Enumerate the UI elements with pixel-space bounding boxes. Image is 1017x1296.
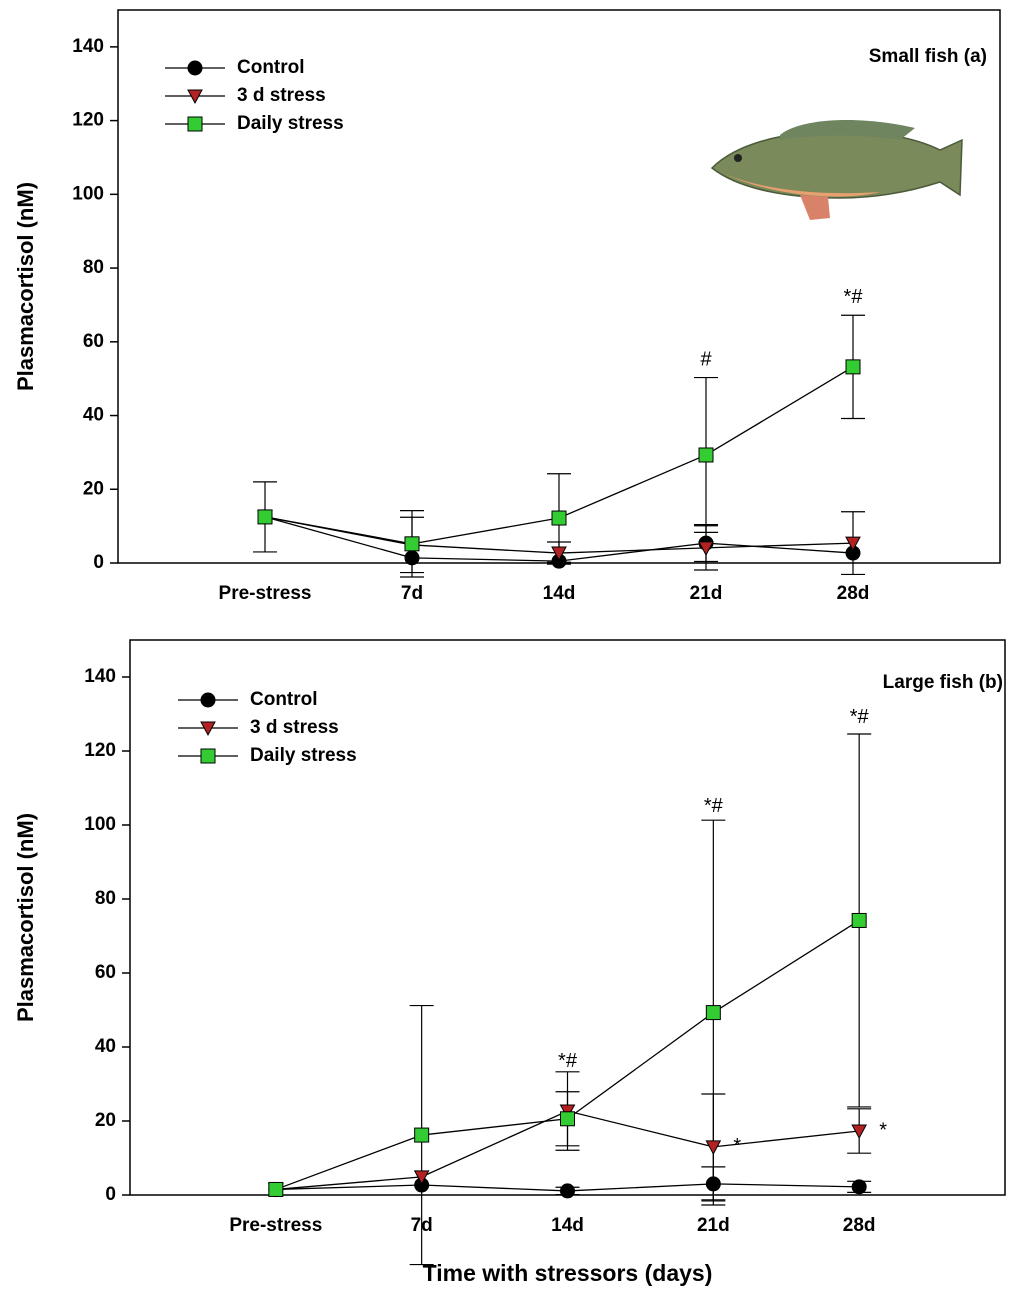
y-tick-label: 40 [95, 1036, 116, 1057]
x-tick-label: 28d [843, 1215, 876, 1236]
legend-label: 3 d stress [237, 85, 326, 106]
legend-marker [187, 89, 203, 105]
marker [268, 1181, 284, 1197]
marker [404, 536, 420, 552]
marker [414, 1127, 430, 1143]
annotation: # [700, 349, 712, 371]
marker [851, 1124, 868, 1140]
marker [705, 1140, 722, 1155]
y-tick-label: 0 [93, 552, 104, 573]
annotation: * [733, 1135, 741, 1157]
marker [851, 1179, 867, 1195]
legend-label: 3 d stress [250, 717, 339, 738]
marker [698, 541, 714, 556]
panel-label: Large fish (b) [883, 672, 1003, 693]
y-tick-label: 40 [83, 405, 104, 426]
legend-marker [200, 748, 216, 764]
y-tick-label: 0 [105, 1184, 116, 1205]
y-axis-label: Plasmacortisol (nM) [13, 813, 38, 1022]
marker [705, 1176, 721, 1192]
marker [845, 359, 861, 375]
y-axis-label: Plasmacortisol (nM) [13, 182, 38, 391]
annotation: *# [558, 1050, 578, 1072]
y-tick-label: 100 [84, 814, 116, 835]
legend-marker [187, 60, 203, 76]
y-tick-label: 80 [83, 257, 104, 278]
y-tick-label: 120 [72, 110, 104, 131]
y-tick-label: 140 [84, 666, 116, 687]
legend-label: Control [250, 689, 318, 710]
marker [257, 509, 273, 525]
marker [413, 1170, 430, 1185]
y-tick-label: 20 [95, 1110, 116, 1131]
x-tick-label: 14d [543, 583, 576, 604]
marker [551, 510, 567, 526]
annotation: * [879, 1119, 887, 1141]
x-tick-label: 21d [690, 583, 723, 604]
annotation: *# [844, 286, 864, 308]
x-tick-label: 7d [401, 583, 423, 604]
legend-label: Daily stress [237, 113, 344, 134]
annotation: *# [704, 795, 724, 817]
legend-marker [200, 721, 216, 737]
panel-label: Small fish (a) [869, 46, 987, 67]
y-tick-label: 140 [72, 36, 104, 57]
y-tick-label: 60 [83, 331, 104, 352]
y-tick-label: 100 [72, 183, 104, 204]
x-tick-label: Pre-stress [219, 583, 312, 604]
marker [560, 1183, 575, 1199]
legend-label: Daily stress [250, 745, 357, 766]
x-tick-label: 28d [837, 583, 870, 604]
x-axis-label: Time with stressors (days) [423, 1260, 713, 1286]
marker [705, 1005, 721, 1021]
y-tick-label: 20 [83, 478, 104, 499]
y-tick-label: 80 [95, 888, 116, 909]
legend-marker [187, 116, 203, 132]
marker [551, 546, 567, 562]
fish-illustration [710, 119, 963, 220]
legend-label: Control [237, 57, 305, 78]
x-tick-label: 21d [697, 1215, 730, 1236]
x-tick-label: Pre-stress [229, 1215, 322, 1236]
x-tick-label: 14d [551, 1215, 584, 1236]
y-tick-label: 120 [84, 740, 116, 761]
marker [698, 447, 714, 463]
marker [560, 1111, 575, 1127]
annotation: *# [850, 706, 870, 728]
marker [845, 536, 861, 552]
legend-marker [200, 692, 216, 708]
marker [851, 912, 867, 928]
y-tick-label: 60 [95, 962, 116, 983]
